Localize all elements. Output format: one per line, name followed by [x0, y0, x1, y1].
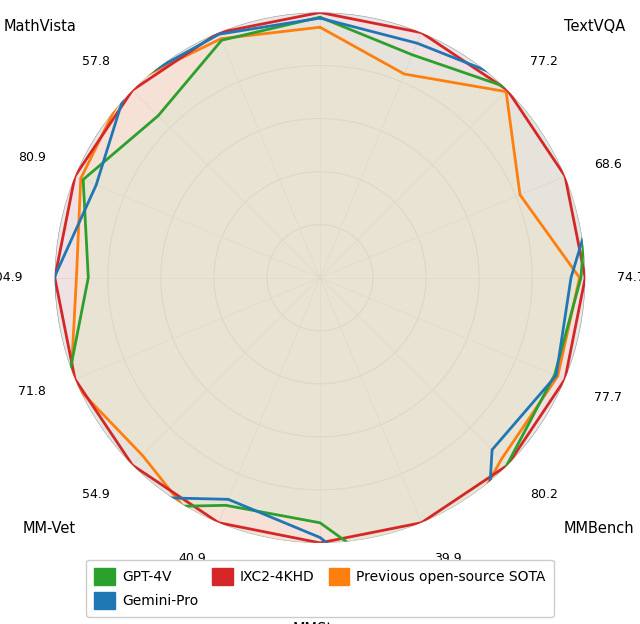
Text: MMBench$_{CN}$: MMBench$_{CN}$ — [639, 409, 640, 428]
Polygon shape — [68, 17, 589, 624]
Text: 68.6: 68.6 — [595, 157, 622, 170]
Text: 54.9: 54.9 — [82, 488, 110, 500]
Text: HallB: HallB — [150, 596, 188, 611]
Text: 80.9: 80.9 — [18, 151, 45, 164]
Text: InfoVQA: InfoVQA — [639, 139, 640, 154]
Text: 57.8: 57.8 — [82, 55, 110, 67]
Polygon shape — [71, 27, 579, 568]
Text: 2204.9: 2204.9 — [0, 271, 23, 284]
Text: QBench$_T$: QBench$_T$ — [0, 400, 1, 419]
Text: 74.7: 74.7 — [617, 271, 640, 284]
Text: 71.8: 71.8 — [18, 385, 45, 398]
Text: MMMU: MMMU — [452, 596, 500, 611]
Polygon shape — [55, 12, 585, 543]
Text: MMBench: MMBench — [564, 522, 634, 537]
Text: MMStar: MMStar — [292, 622, 348, 624]
Text: 77.7: 77.7 — [595, 391, 623, 404]
Text: TextVQA: TextVQA — [564, 19, 625, 34]
Text: 77.2: 77.2 — [530, 55, 558, 67]
Polygon shape — [55, 12, 585, 543]
Text: 39.9: 39.9 — [434, 552, 461, 565]
Text: 81.0: 81.0 — [179, 0, 206, 3]
Text: 67.5: 67.5 — [434, 0, 461, 3]
Legend: GPT-4V, Gemini-Pro, IXC2-4KHD, Previous open-source SOTA: GPT-4V, Gemini-Pro, IXC2-4KHD, Previous … — [86, 560, 554, 617]
Text: MathVista: MathVista — [3, 19, 76, 34]
Text: 40.9: 40.9 — [179, 552, 206, 565]
Text: AI2D: AI2D — [0, 131, 1, 146]
Text: 54.1: 54.1 — [306, 575, 334, 588]
Text: MM-Vet: MM-Vet — [23, 522, 76, 537]
Text: 80.2: 80.2 — [530, 488, 558, 500]
